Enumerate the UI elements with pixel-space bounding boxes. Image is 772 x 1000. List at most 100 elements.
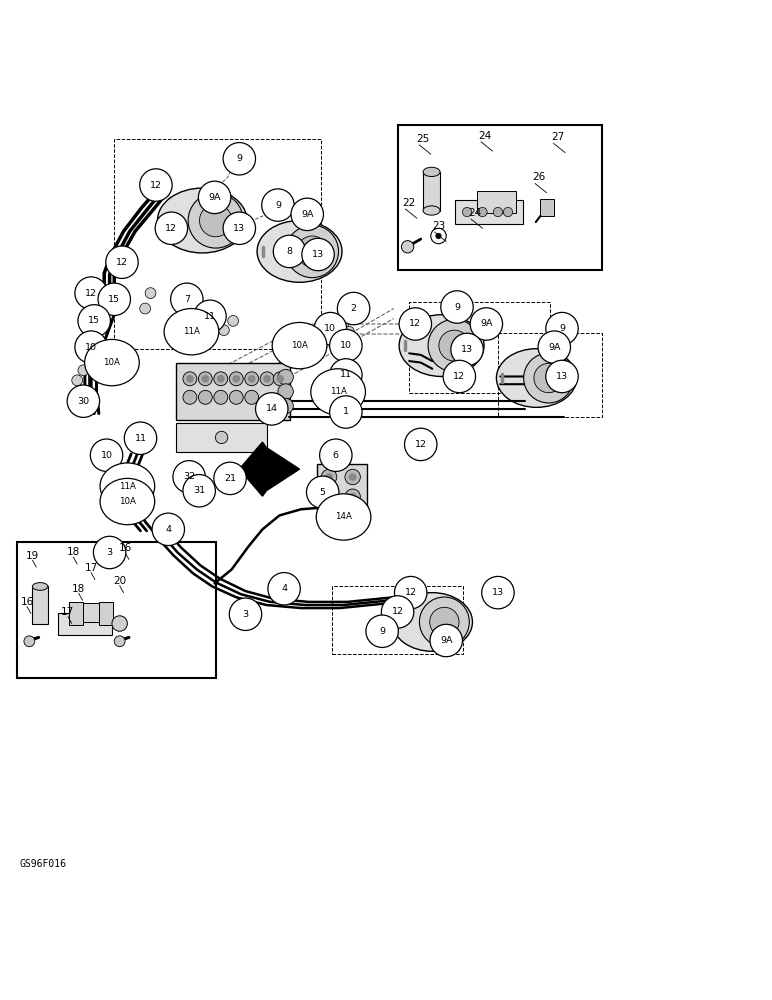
Circle shape [345, 489, 361, 504]
Ellipse shape [98, 283, 130, 315]
Text: 13: 13 [492, 588, 504, 597]
Ellipse shape [538, 331, 571, 363]
Ellipse shape [198, 181, 231, 214]
Text: 12: 12 [453, 372, 466, 381]
Ellipse shape [311, 369, 365, 415]
Text: 12: 12 [150, 181, 162, 190]
Text: 9: 9 [559, 324, 565, 333]
Circle shape [199, 204, 232, 237]
Bar [455, 200, 523, 224]
Text: 9A: 9A [208, 193, 221, 202]
Ellipse shape [124, 422, 157, 454]
Ellipse shape [306, 476, 339, 508]
Text: 12: 12 [391, 607, 404, 616]
Bar [332, 586, 463, 654]
Circle shape [430, 607, 459, 637]
Circle shape [140, 303, 151, 314]
Circle shape [145, 288, 156, 299]
Circle shape [214, 372, 228, 386]
Text: 13: 13 [312, 250, 324, 259]
Circle shape [278, 384, 293, 399]
Bar [423, 172, 440, 211]
Circle shape [278, 398, 293, 414]
Ellipse shape [90, 439, 123, 471]
Text: 15: 15 [108, 295, 120, 304]
Circle shape [248, 375, 256, 383]
Text: 24: 24 [478, 131, 492, 141]
Bar [317, 464, 367, 509]
Circle shape [188, 193, 243, 248]
Text: 2: 2 [350, 304, 357, 313]
Bar [69, 602, 83, 625]
Text: 26: 26 [532, 172, 546, 182]
Circle shape [87, 349, 98, 360]
Circle shape [321, 489, 337, 504]
Ellipse shape [100, 478, 154, 525]
Ellipse shape [366, 615, 398, 647]
Circle shape [349, 493, 357, 501]
Circle shape [93, 340, 104, 351]
Ellipse shape [257, 221, 342, 282]
Ellipse shape [32, 583, 48, 590]
Ellipse shape [314, 312, 347, 345]
Circle shape [198, 390, 212, 404]
Ellipse shape [546, 360, 578, 393]
Text: 7: 7 [184, 295, 190, 304]
Text: 8: 8 [286, 247, 293, 256]
Ellipse shape [330, 359, 362, 391]
Circle shape [534, 363, 564, 393]
Text: 4: 4 [281, 584, 287, 593]
Text: 3: 3 [242, 610, 249, 619]
Bar [99, 602, 113, 625]
Text: 13: 13 [233, 224, 245, 233]
Text: 30: 30 [77, 397, 90, 406]
Text: 16: 16 [20, 597, 34, 607]
Circle shape [338, 319, 349, 329]
Ellipse shape [173, 461, 205, 493]
Bar [540, 199, 554, 216]
Text: 32: 32 [183, 472, 195, 481]
Circle shape [340, 362, 351, 373]
Circle shape [72, 375, 83, 386]
Ellipse shape [302, 238, 334, 271]
Ellipse shape [268, 573, 300, 605]
Circle shape [260, 372, 274, 386]
Ellipse shape [229, 598, 262, 630]
Circle shape [493, 207, 503, 217]
Bar [32, 586, 48, 624]
Circle shape [321, 469, 337, 485]
Text: 25: 25 [416, 134, 430, 144]
Ellipse shape [399, 308, 432, 340]
Text: 17: 17 [61, 607, 75, 617]
Circle shape [232, 375, 240, 383]
Circle shape [24, 636, 35, 647]
Ellipse shape [423, 167, 440, 177]
Circle shape [325, 473, 333, 481]
Circle shape [198, 372, 212, 386]
Text: 12: 12 [85, 289, 97, 298]
Text: 20: 20 [113, 576, 127, 586]
Text: 18: 18 [66, 547, 80, 557]
Text: 6: 6 [333, 451, 339, 460]
Circle shape [345, 469, 361, 485]
Circle shape [218, 325, 229, 336]
Circle shape [214, 390, 228, 404]
Polygon shape [239, 442, 300, 496]
Text: 9A: 9A [548, 343, 560, 352]
Ellipse shape [140, 169, 172, 201]
Ellipse shape [85, 339, 139, 386]
Text: 19: 19 [25, 551, 39, 561]
Ellipse shape [256, 393, 288, 425]
Text: 22: 22 [402, 198, 416, 208]
Text: GS96F016: GS96F016 [19, 859, 66, 869]
Ellipse shape [152, 513, 185, 546]
Ellipse shape [394, 576, 427, 609]
Text: 16: 16 [118, 543, 132, 553]
Circle shape [523, 353, 574, 403]
Circle shape [435, 233, 442, 239]
Ellipse shape [317, 494, 371, 540]
Text: 9: 9 [454, 303, 460, 312]
Ellipse shape [330, 396, 362, 428]
Ellipse shape [273, 235, 306, 268]
Circle shape [325, 493, 333, 501]
